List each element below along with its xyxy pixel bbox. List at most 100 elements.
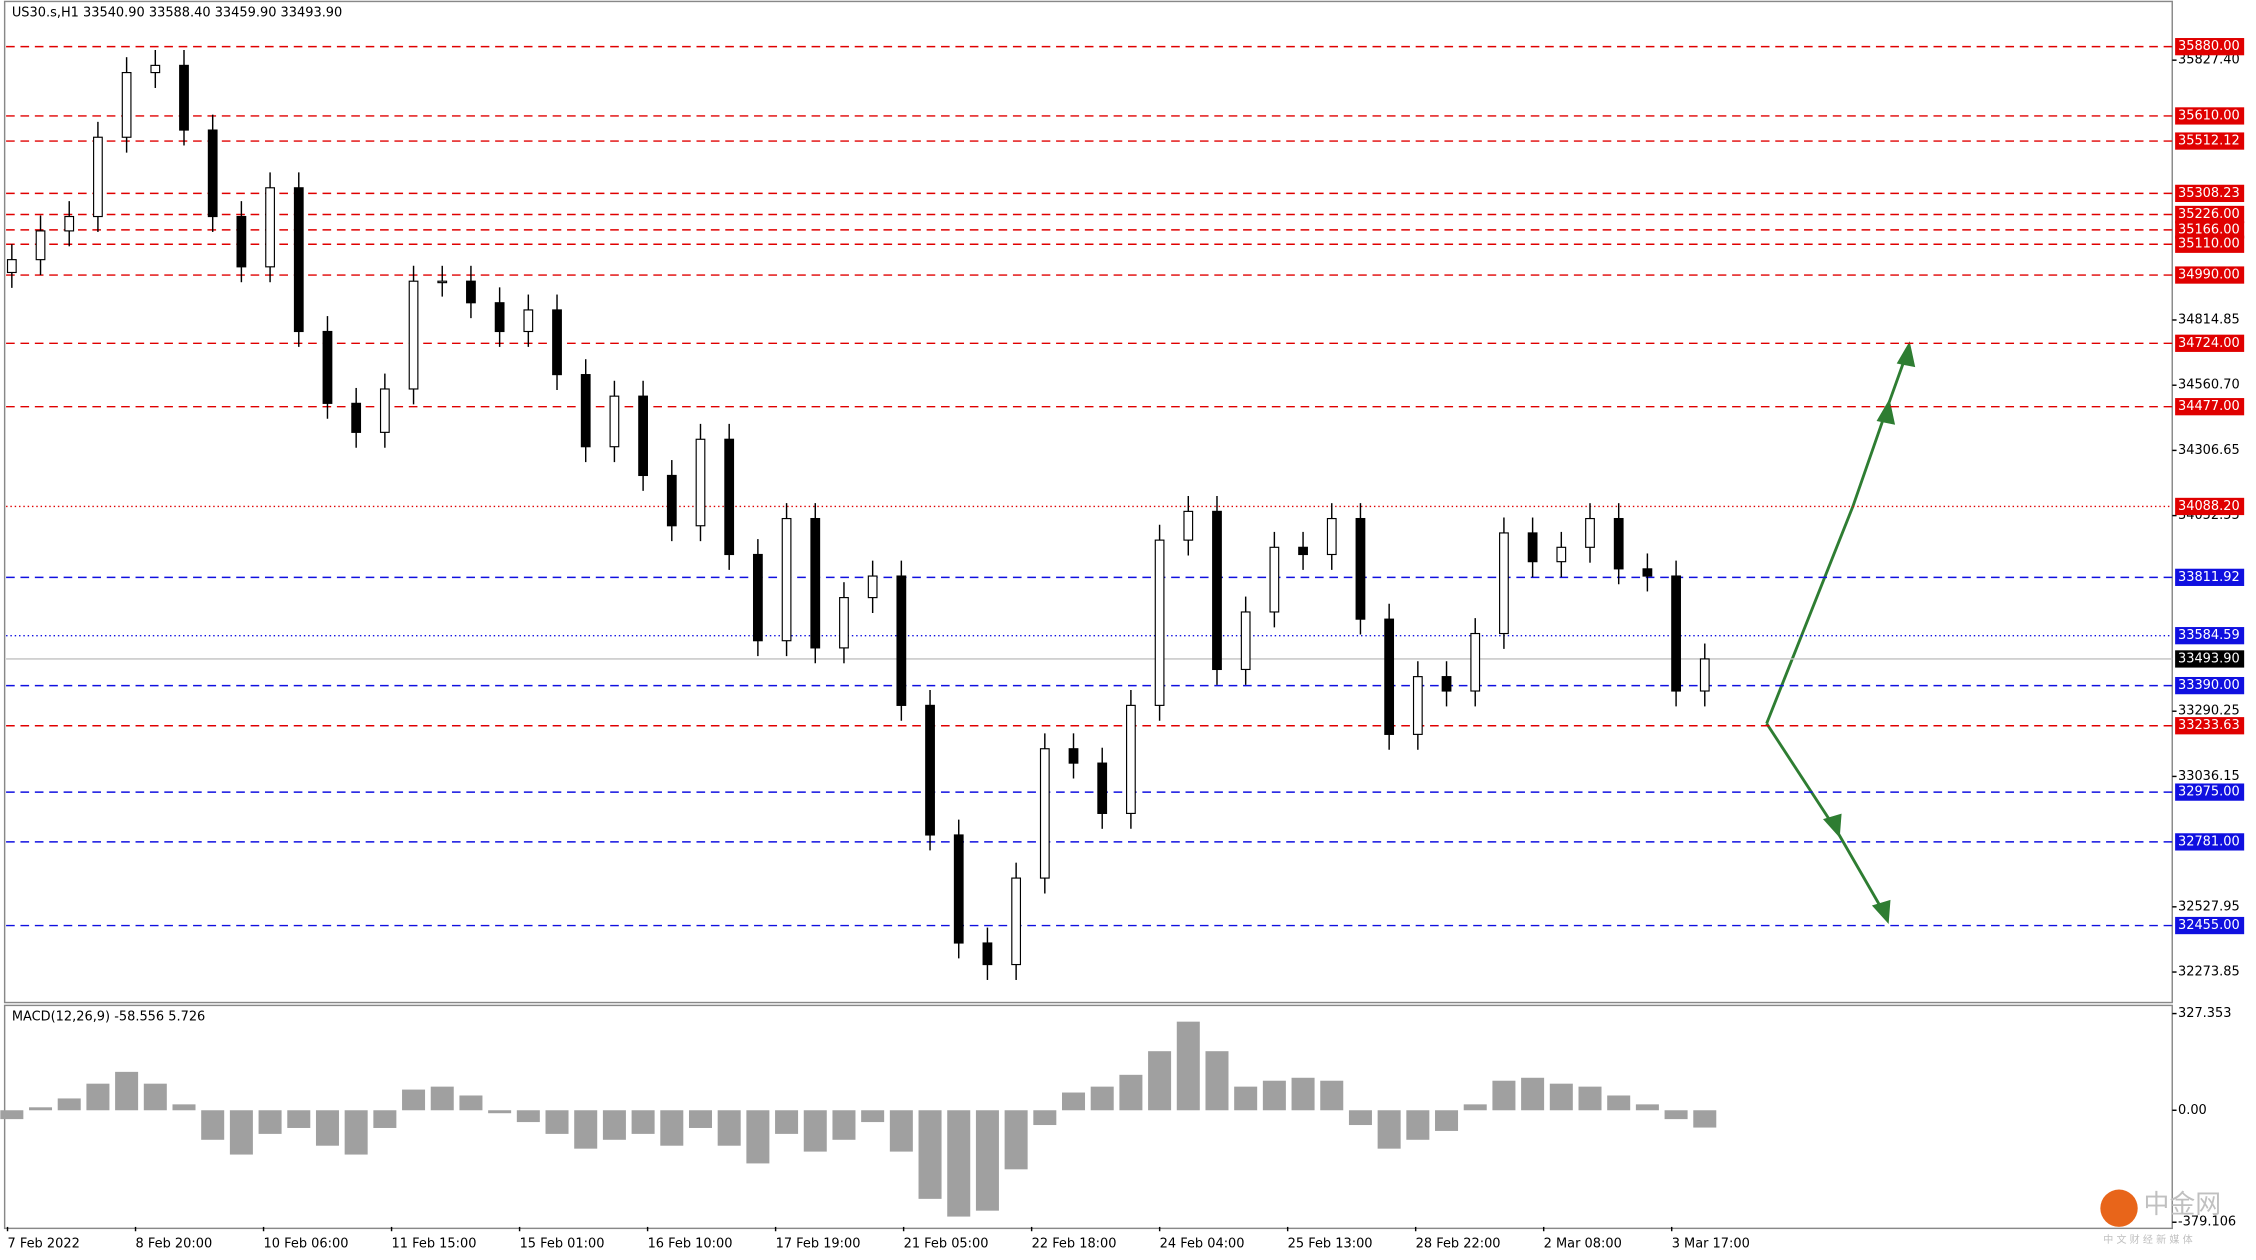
level-label-box: [2175, 205, 2245, 224]
arrow-head: [1876, 398, 1896, 425]
macd-tick-label: 327.353: [2178, 1006, 2232, 1021]
candle-body: [867, 575, 878, 599]
candle-body: [1298, 546, 1308, 556]
y-tick-label: 32273.85: [2178, 965, 2240, 980]
macd-bar: [1435, 1110, 1459, 1131]
candle-body: [379, 388, 390, 433]
level-label-box: [2175, 132, 2245, 150]
level-label: 34477.00: [2178, 399, 2240, 414]
macd-bar: [832, 1110, 856, 1140]
last-price-box: [2175, 650, 2245, 668]
candle-body: [351, 402, 362, 433]
level-label: 32455.00: [2178, 918, 2240, 933]
candle-body: [638, 395, 648, 477]
candle-body: [1699, 658, 1710, 692]
y-tick-label: 34814.85: [2178, 312, 2240, 327]
level-label: 35308.23: [2178, 186, 2240, 201]
macd-bar: [488, 1110, 512, 1114]
macd-bar: [29, 1107, 53, 1111]
candle-body: [1154, 539, 1165, 706]
candle-body: [839, 597, 849, 649]
level-label-box: [2175, 107, 2245, 125]
level-label-box: [2175, 783, 2245, 801]
macd-bar: [258, 1110, 282, 1134]
level-label-box: [2175, 398, 2245, 416]
candle-body: [1212, 510, 1222, 671]
candle-body: [93, 136, 103, 218]
macd-bar: [947, 1110, 971, 1217]
x-tick-label: 24 Feb 04:00: [1160, 1237, 1245, 1252]
candle-body: [695, 438, 706, 527]
candle-body: [408, 280, 419, 390]
level-label-box: [2175, 38, 2245, 56]
candle-body: [1126, 704, 1136, 814]
y-tick-label: 33290.25: [2178, 704, 2240, 719]
macd-bar: [315, 1110, 339, 1146]
macd-bar: [889, 1110, 913, 1152]
candle-body: [523, 309, 534, 333]
macd-bar: [1033, 1110, 1057, 1126]
macd-bar: [803, 1110, 827, 1152]
candle-body: [1499, 532, 1509, 635]
y-tick-label: 34560.70: [2178, 378, 2240, 393]
y-tick-label: 32527.95: [2178, 899, 2240, 914]
candle-body: [265, 187, 275, 268]
macd-bar: [1320, 1080, 1344, 1111]
candle-body: [953, 834, 964, 944]
candle-body: [437, 280, 448, 284]
candle-body: [580, 374, 591, 448]
arrow-up-1: [1765, 505, 1855, 725]
candle-body: [1355, 517, 1366, 620]
chart-header: US30.s,H1 33540.90 33588.40 33459.90 334…: [12, 5, 342, 20]
x-tick-label: 11 Feb 15:00: [392, 1237, 477, 1252]
macd-bar: [115, 1071, 139, 1111]
watermark: 中金网: [2143, 1190, 2221, 1220]
candle-body: [896, 575, 907, 706]
level-label: 35512.12: [2178, 134, 2240, 149]
macd-bar: [344, 1110, 368, 1155]
x-tick-label: 16 Feb 10:00: [648, 1237, 733, 1252]
candle-body: [1556, 546, 1567, 563]
macd-bar: [1291, 1077, 1315, 1111]
candle-body: [6, 259, 17, 274]
x-tick-label: 21 Feb 05:00: [904, 1237, 989, 1252]
candle-body: [1039, 748, 1050, 879]
arrow-head: [1896, 341, 1916, 368]
macd-bar: [172, 1104, 196, 1111]
level-label: 35880.00: [2178, 39, 2240, 54]
level-label-box: [2175, 676, 2245, 695]
macd-bar: [688, 1110, 712, 1128]
macd-bar: [602, 1110, 626, 1140]
level-label-box: [2175, 568, 2245, 586]
candle-body: [1183, 510, 1194, 541]
watermark-sub: 中 文 财 经 新 媒 体: [2103, 1233, 2192, 1246]
candle-body: [179, 64, 189, 131]
level-label: 32975.00: [2178, 785, 2240, 800]
x-tick-label: 22 Feb 18:00: [1032, 1237, 1117, 1252]
level-label: 35226.00: [2178, 207, 2240, 222]
macd-bar: [1607, 1095, 1631, 1111]
arrow-head: [1871, 899, 1891, 925]
candle-body: [150, 64, 161, 74]
macd-bar: [1205, 1051, 1229, 1111]
macd-bar: [0, 1110, 24, 1120]
candle-body: [207, 129, 218, 218]
macd-bar: [1234, 1086, 1258, 1111]
candle-body: [810, 517, 821, 649]
last-price-label: 33493.90: [2178, 651, 2240, 666]
level-label: 33390.00: [2178, 678, 2240, 693]
level-label: 33233.63: [2178, 718, 2240, 733]
level-label: 32781.00: [2178, 834, 2240, 849]
macd-bar: [660, 1110, 684, 1146]
macd-bar: [1377, 1110, 1401, 1149]
candle-body: [666, 474, 677, 527]
candle-body: [1642, 568, 1653, 577]
arrow-up-2: [1851, 406, 1889, 507]
level-label: 35166.00: [2178, 222, 2240, 237]
macd-bar: [1176, 1021, 1200, 1111]
y-tick-label: 34306.65: [2178, 443, 2240, 458]
candle-body: [1613, 517, 1624, 570]
candle-body: [1671, 575, 1681, 692]
x-tick-label: 15 Feb 01:00: [520, 1237, 605, 1252]
macd-bar: [717, 1110, 741, 1146]
